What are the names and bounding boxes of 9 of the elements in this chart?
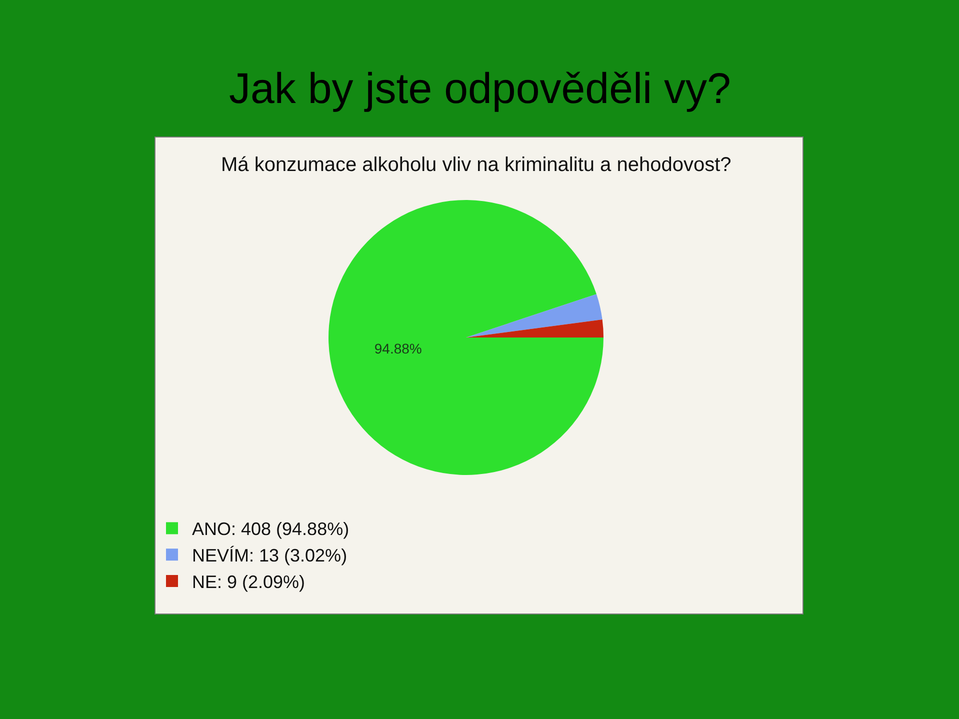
pie-slice <box>466 294 602 338</box>
chart-title: Jak by jste odpověděli vy? <box>229 65 731 113</box>
pie-slice <box>466 319 604 338</box>
legend-label: NEVÍM: 13 (3.02%) <box>192 546 348 566</box>
data-label: 94.88% <box>374 340 422 356</box>
legend-label: NE: 9 (2.09%) <box>192 572 306 592</box>
pie-slice <box>328 200 604 475</box>
chart-subtitle: Má konzumace alkoholu vliv na kriminalitu a nehodovost? <box>221 154 732 176</box>
legend-label: ANO: 408 (94.88%) <box>192 519 350 540</box>
